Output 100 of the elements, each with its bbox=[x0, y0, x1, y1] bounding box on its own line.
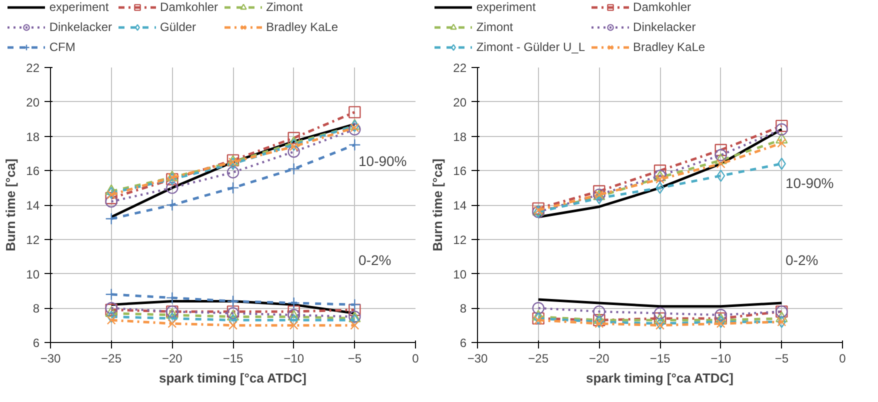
point bbox=[105, 306, 118, 318]
point bbox=[226, 166, 240, 178]
legend-label: experiment bbox=[476, 0, 536, 14]
legend-label: Bradley KaLe bbox=[266, 20, 338, 34]
annotation: 10-90% bbox=[786, 175, 834, 191]
y-tick-label: 12 bbox=[453, 232, 467, 247]
legend-label: Dinkelacker bbox=[633, 20, 696, 34]
x-tick-label: −15 bbox=[222, 352, 244, 366]
legend-label: Bradley KaLe bbox=[633, 40, 706, 54]
annotation: 0-2% bbox=[786, 252, 818, 268]
point bbox=[714, 149, 727, 162]
point bbox=[288, 296, 300, 310]
point bbox=[288, 146, 300, 158]
point bbox=[166, 182, 178, 194]
point bbox=[714, 308, 727, 322]
legend-label: Zimont - Gülder U_L bbox=[476, 40, 586, 54]
y-tick-label: 14 bbox=[26, 198, 40, 212]
x-tick-label: −20 bbox=[588, 352, 610, 366]
point bbox=[168, 319, 177, 328]
x-tick-label: 0 bbox=[839, 352, 846, 366]
annotation: 10-90% bbox=[358, 153, 407, 169]
y-tick-label: 20 bbox=[26, 95, 40, 110]
y-tick-label: 16 bbox=[453, 164, 467, 178]
y-tick-label: 10 bbox=[453, 267, 467, 282]
y-tick-label: 6 bbox=[460, 336, 467, 350]
point bbox=[656, 182, 664, 194]
y-tick-label: 18 bbox=[453, 130, 467, 144]
x-tick-label: 0 bbox=[412, 352, 420, 366]
x-tick-label: −20 bbox=[162, 352, 183, 366]
legend-label: Zimont bbox=[476, 20, 514, 34]
y-tick-label: 18 bbox=[26, 130, 40, 144]
point bbox=[226, 182, 240, 194]
point bbox=[593, 305, 606, 318]
point bbox=[228, 158, 238, 170]
point bbox=[105, 184, 118, 196]
x-tick-label: −25 bbox=[101, 352, 122, 366]
point bbox=[776, 123, 788, 136]
y-tick-label: 6 bbox=[32, 336, 40, 350]
point bbox=[532, 202, 544, 215]
point bbox=[716, 316, 726, 328]
point bbox=[350, 320, 360, 330]
point bbox=[776, 120, 788, 132]
point bbox=[107, 310, 116, 323]
legend-label: Gülder bbox=[160, 20, 196, 34]
point bbox=[166, 308, 178, 319]
point bbox=[288, 132, 300, 144]
y-tick-label: 16 bbox=[26, 164, 40, 178]
legend-label: Dinkelacker bbox=[49, 20, 112, 34]
point bbox=[348, 118, 361, 130]
x-tick-label: −25 bbox=[528, 352, 549, 366]
annotation: 0-2% bbox=[358, 252, 392, 268]
x-tick-label: −30 bbox=[40, 352, 62, 366]
y-tick-label: 8 bbox=[460, 302, 467, 316]
legend-label: Damkohler bbox=[633, 0, 692, 14]
point bbox=[348, 138, 361, 151]
point bbox=[348, 123, 361, 136]
y-tick-label: 20 bbox=[453, 95, 467, 110]
legend-label: Zimont bbox=[266, 0, 303, 14]
x-tick-label: −10 bbox=[710, 352, 732, 366]
y-tick-label: 22 bbox=[453, 61, 467, 75]
point bbox=[226, 295, 240, 308]
x-tick-label: −10 bbox=[284, 352, 304, 366]
legend-label: Damkohler bbox=[160, 0, 218, 14]
point bbox=[594, 192, 604, 204]
point bbox=[106, 316, 116, 325]
point bbox=[105, 212, 118, 225]
y-tick-label: 8 bbox=[32, 302, 40, 316]
point bbox=[228, 320, 238, 330]
point bbox=[166, 170, 178, 182]
x-tick-label: −5 bbox=[774, 352, 789, 366]
y-tick-label: 22 bbox=[26, 61, 40, 75]
y-tick-label: 14 bbox=[453, 198, 467, 212]
point bbox=[348, 298, 361, 311]
x-tick-label: −5 bbox=[348, 352, 362, 366]
point bbox=[777, 158, 786, 170]
point bbox=[289, 320, 298, 330]
point bbox=[716, 319, 726, 328]
point bbox=[348, 304, 361, 316]
legend-label: experiment bbox=[49, 0, 109, 14]
point bbox=[105, 195, 118, 208]
point bbox=[654, 307, 666, 320]
point bbox=[656, 320, 664, 330]
point bbox=[532, 302, 544, 314]
point bbox=[289, 142, 298, 152]
point bbox=[106, 190, 116, 200]
point bbox=[534, 316, 543, 325]
point bbox=[716, 170, 726, 182]
y-tick-label: 10 bbox=[26, 267, 40, 282]
point bbox=[716, 159, 726, 168]
point bbox=[350, 123, 360, 132]
x-axis-title: spark timing [°ca ATDC] bbox=[159, 370, 307, 386]
y-tick-label: 12 bbox=[26, 232, 40, 247]
point bbox=[288, 162, 300, 176]
point bbox=[166, 198, 178, 212]
point bbox=[654, 164, 666, 177]
y-axis-title: Burn time [°ca] bbox=[430, 158, 446, 252]
point bbox=[714, 144, 727, 156]
point bbox=[105, 192, 118, 204]
point bbox=[777, 138, 786, 148]
x-tick-label: −30 bbox=[467, 352, 488, 366]
